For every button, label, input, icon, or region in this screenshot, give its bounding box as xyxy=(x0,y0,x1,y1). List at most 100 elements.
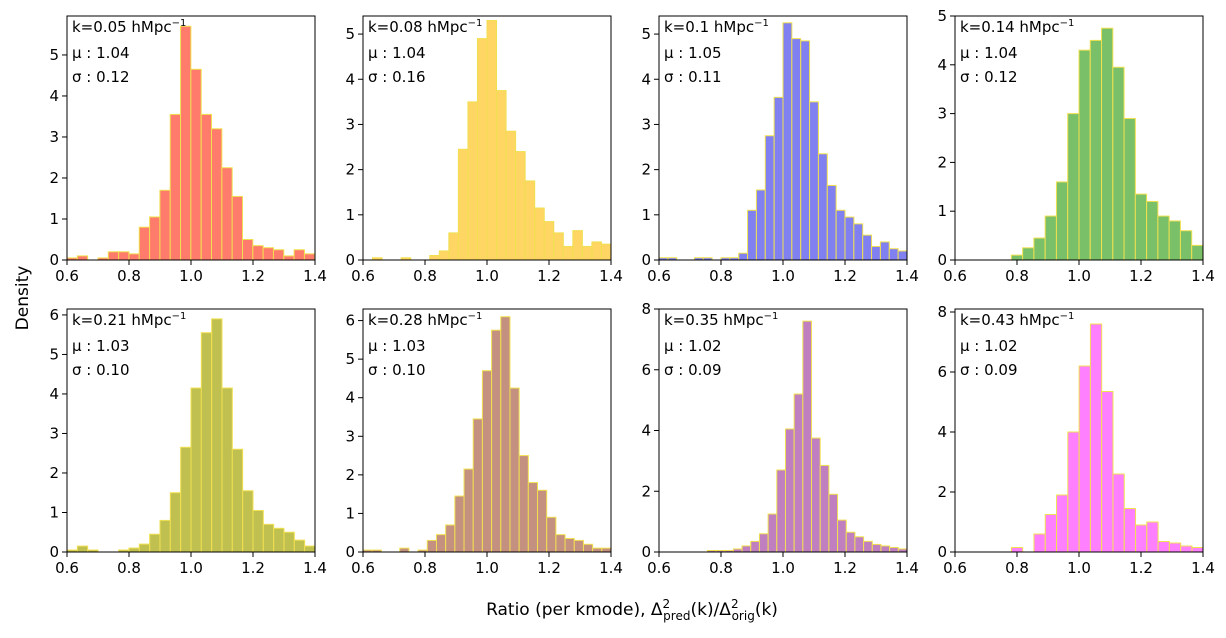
x-tick-label: 1.2 xyxy=(241,267,265,285)
mean-label: μ : 1.04 xyxy=(72,44,130,62)
y-tick-label: 1 xyxy=(345,206,355,224)
histogram-bar xyxy=(764,135,775,261)
y-tick-label: 2 xyxy=(345,161,355,179)
histogram-bar xyxy=(1191,244,1204,261)
k-value-exponent: −1 xyxy=(1060,18,1075,29)
y-tick-label: 1 xyxy=(937,202,947,220)
mean-label: μ : 1.05 xyxy=(664,44,722,62)
k-value-text: k=0.43 hMpc xyxy=(960,311,1060,329)
x-tick-label: 1.0 xyxy=(1067,267,1091,285)
x-tick-label: 0.6 xyxy=(943,267,967,285)
histogram-panel: 0.6 0.8 1.0 1.2 1.4 0 1 2 3 4 5 k=0.14 hMpc−1 μ : 1.… xyxy=(937,7,1214,285)
y-tick-label: 1 xyxy=(345,504,355,522)
histogram-bar xyxy=(1180,545,1193,553)
histogram-panel: 0.6 0.8 1.0 1.2 1.4 0 1 2 3 4 5 6 k=0.28 hMpc−1 μ : 1… xyxy=(345,308,623,577)
histogram-bar xyxy=(738,252,749,261)
histogram-bar xyxy=(537,489,548,553)
histogram-bar xyxy=(231,448,244,553)
y-tick-label: 2 xyxy=(641,482,651,500)
x-tick-label: 1.4 xyxy=(1191,267,1215,285)
histogram-bar xyxy=(272,249,285,261)
histogram-bar xyxy=(293,249,305,261)
histogram-bar xyxy=(809,101,819,261)
histogram-bar xyxy=(791,38,802,261)
histogram-bar xyxy=(601,547,612,553)
histogram-bar xyxy=(1010,254,1024,261)
histogram-bar xyxy=(555,534,566,553)
y-tick-label: 4 xyxy=(345,389,355,407)
histogram-bar xyxy=(819,464,830,553)
histogram-bar xyxy=(889,546,899,553)
x-tick-label: 0.6 xyxy=(351,559,375,577)
x-tick-label: 1.0 xyxy=(771,267,795,285)
y-tick-label: 0 xyxy=(345,251,355,269)
histogram-bar xyxy=(592,547,603,553)
x-tick-label: 1.2 xyxy=(833,267,857,285)
k-value-label: k=0.43 hMpc−1 xyxy=(960,311,1074,329)
histogram-bar xyxy=(562,245,574,261)
histogram-bar xyxy=(582,543,594,553)
x-axis-title-part: Ratio (per kmode), xyxy=(486,600,651,620)
k-value-label: k=0.14 hMpc−1 xyxy=(960,18,1074,36)
histogram-bar xyxy=(776,469,786,553)
x-tick-label: 0.6 xyxy=(943,559,967,577)
mean-label: μ : 1.03 xyxy=(72,337,130,355)
histogram-bar xyxy=(747,209,757,261)
histogram-bar xyxy=(283,255,295,261)
x-tick-label: 1.0 xyxy=(179,267,203,285)
histogram-bar xyxy=(293,539,306,553)
x-tick-label: 1.2 xyxy=(241,559,265,577)
histogram-bar xyxy=(800,40,811,261)
x-tick-label: 1.2 xyxy=(1129,267,1153,285)
x-tick-label: 0.6 xyxy=(55,267,79,285)
histogram-bar xyxy=(159,189,171,261)
x-tick-label: 1.4 xyxy=(895,559,919,577)
histogram-bar xyxy=(741,545,752,553)
y-tick-label: 4 xyxy=(937,56,947,74)
histogram-bar xyxy=(505,130,517,261)
y-tick-label: 2 xyxy=(345,466,355,484)
histogram-bar xyxy=(784,428,795,553)
x-axis-title-part: orig xyxy=(732,609,755,623)
sigma-label: σ : 0.12 xyxy=(72,68,130,86)
histogram-bar xyxy=(802,320,813,553)
x-tick-label: 0.6 xyxy=(55,559,79,577)
histogram-bar xyxy=(435,534,447,553)
y-tick-label: 6 xyxy=(641,361,651,379)
histogram-bar xyxy=(853,223,864,261)
histogram-bar xyxy=(1056,494,1069,553)
histogram-bar xyxy=(888,248,899,261)
y-tick-label: 3 xyxy=(49,128,59,146)
x-tick-label: 1.2 xyxy=(537,559,561,577)
histogram-bar xyxy=(1135,524,1148,553)
histogram-bar xyxy=(149,533,161,553)
histogram-bar xyxy=(481,370,493,553)
histogram-bar xyxy=(211,128,223,261)
histogram-bar xyxy=(828,493,839,553)
y-tick-label: 0 xyxy=(49,251,59,269)
y-tick-label: 3 xyxy=(345,115,355,133)
histogram-bar xyxy=(1078,365,1091,553)
histogram-panel: 0.6 0.8 1.0 1.2 1.4 0 2 4 6 8 k=0.35 hMpc−1 μ : 1.0… xyxy=(641,300,918,577)
histogram-bar xyxy=(1179,230,1193,261)
sigma-label: σ : 0.12 xyxy=(960,68,1018,86)
x-tick-label: 1.0 xyxy=(771,559,795,577)
histogram-bar xyxy=(1123,117,1136,261)
histogram-bar xyxy=(1112,66,1125,261)
histogram-bar xyxy=(304,545,316,553)
y-tick-label: 0 xyxy=(937,251,947,269)
histogram-bar xyxy=(429,254,440,261)
y-tick-label: 5 xyxy=(345,350,355,368)
y-tick-label: 4 xyxy=(49,87,59,105)
histogram-bar xyxy=(811,437,821,553)
histogram-bar xyxy=(200,113,213,261)
histogram-bar xyxy=(755,189,766,261)
histogram-bar xyxy=(399,547,410,553)
k-value-exponent: −1 xyxy=(172,18,187,29)
x-axis-title-part: 2 xyxy=(663,597,671,611)
histogram-bar xyxy=(138,226,151,261)
histogram-bar xyxy=(1123,508,1137,553)
histogram-bar xyxy=(180,25,192,261)
y-tick-label: 3 xyxy=(937,105,947,123)
